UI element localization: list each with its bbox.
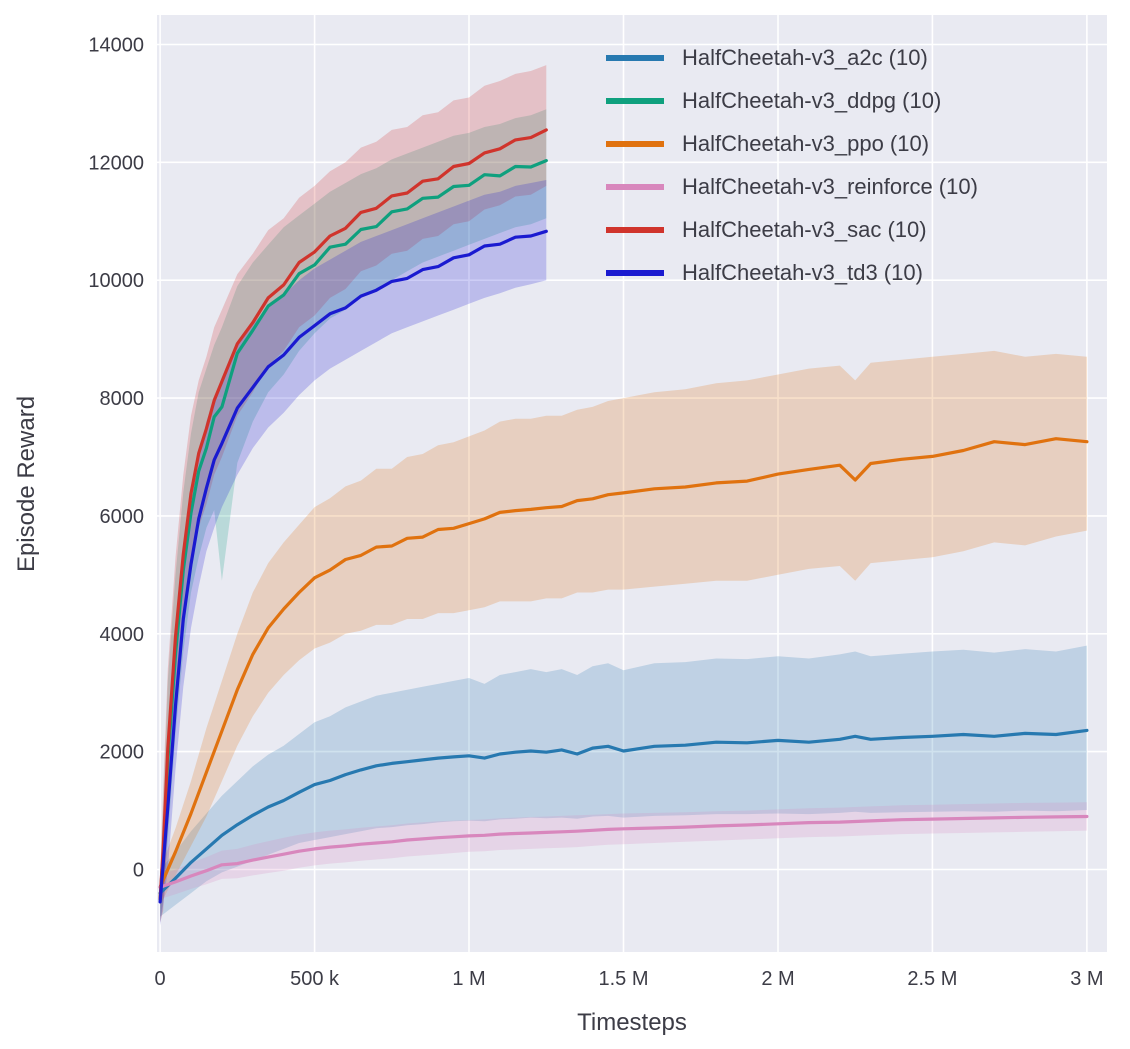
series-line-ppo: [158, 437, 1089, 889]
legend-swatch-td3: [606, 269, 664, 276]
legend-swatch-ddpg: [606, 97, 664, 104]
y-tick-label: 0: [133, 860, 144, 882]
series-band-ppo: [160, 350, 1087, 905]
series-band-reinforce: [160, 802, 1087, 899]
legend-item-reinforce[interactable]: HalfCheetah-v3_reinforce (10): [606, 165, 978, 208]
x-tick-label: 3 M: [1070, 968, 1103, 990]
legend-item-td3[interactable]: HalfCheetah-v3_td3 (10): [606, 251, 978, 294]
y-tick-label: 12000: [88, 152, 144, 174]
x-tick-label: 500 k: [290, 968, 340, 990]
x-tick-label: 1.5 M: [598, 968, 648, 990]
y-tick-label: 8000: [100, 388, 145, 410]
x-tick-label: 1 M: [452, 968, 485, 990]
legend-swatch-a2c: [606, 54, 664, 61]
series-line-ddpg: [158, 159, 548, 901]
legend-label-td3: HalfCheetah-v3_td3 (10): [682, 259, 923, 285]
y-tick-label: 4000: [100, 624, 145, 646]
x-axis-title: Timesteps: [577, 1009, 687, 1036]
y-axis-title: Episode Reward: [13, 396, 40, 572]
legend-item-ddpg[interactable]: HalfCheetah-v3_ddpg (10): [606, 79, 978, 122]
legend-item-ppo[interactable]: HalfCheetah-v3_ppo (10): [606, 122, 978, 165]
series-line-sac: [158, 128, 548, 901]
legend-label-a2c: HalfCheetah-v3_a2c (10): [682, 44, 928, 70]
legend-item-a2c[interactable]: HalfCheetah-v3_a2c (10): [606, 36, 978, 79]
series-band-sac: [160, 65, 547, 923]
legend-swatch-reinforce: [606, 183, 664, 190]
x-tick-label: 2.5 M: [907, 968, 957, 990]
series-band-a2c: [160, 645, 1087, 917]
legend-label-ddpg: HalfCheetah-v3_ddpg (10): [682, 87, 942, 113]
x-tick-label: 2 M: [761, 968, 794, 990]
legend-label-ppo: HalfCheetah-v3_ppo (10): [682, 130, 930, 156]
series-line-reinforce: [158, 814, 1089, 889]
y-tick-label: 2000: [100, 742, 145, 764]
legend: HalfCheetah-v3_a2c (10) HalfCheetah-v3_dd…: [606, 36, 978, 294]
legend-label-sac: HalfCheetah-v3_sac (10): [682, 216, 927, 242]
legend-swatch-ppo: [606, 140, 664, 147]
series-band-ddpg: [160, 109, 547, 923]
x-tick-label: 0: [155, 968, 166, 990]
y-tick-label: 14000: [88, 35, 144, 57]
legend-item-sac[interactable]: HalfCheetah-v3_sac (10): [606, 208, 978, 251]
series-line-td3: [158, 229, 548, 904]
series-band-td3: [160, 180, 547, 926]
legend-label-reinforce: HalfCheetah-v3_reinforce (10): [682, 173, 978, 199]
y-tick-label: 6000: [100, 506, 145, 528]
y-tick-label: 10000: [88, 270, 144, 292]
legend-swatch-sac: [606, 226, 664, 233]
series-line-a2c: [158, 728, 1089, 895]
